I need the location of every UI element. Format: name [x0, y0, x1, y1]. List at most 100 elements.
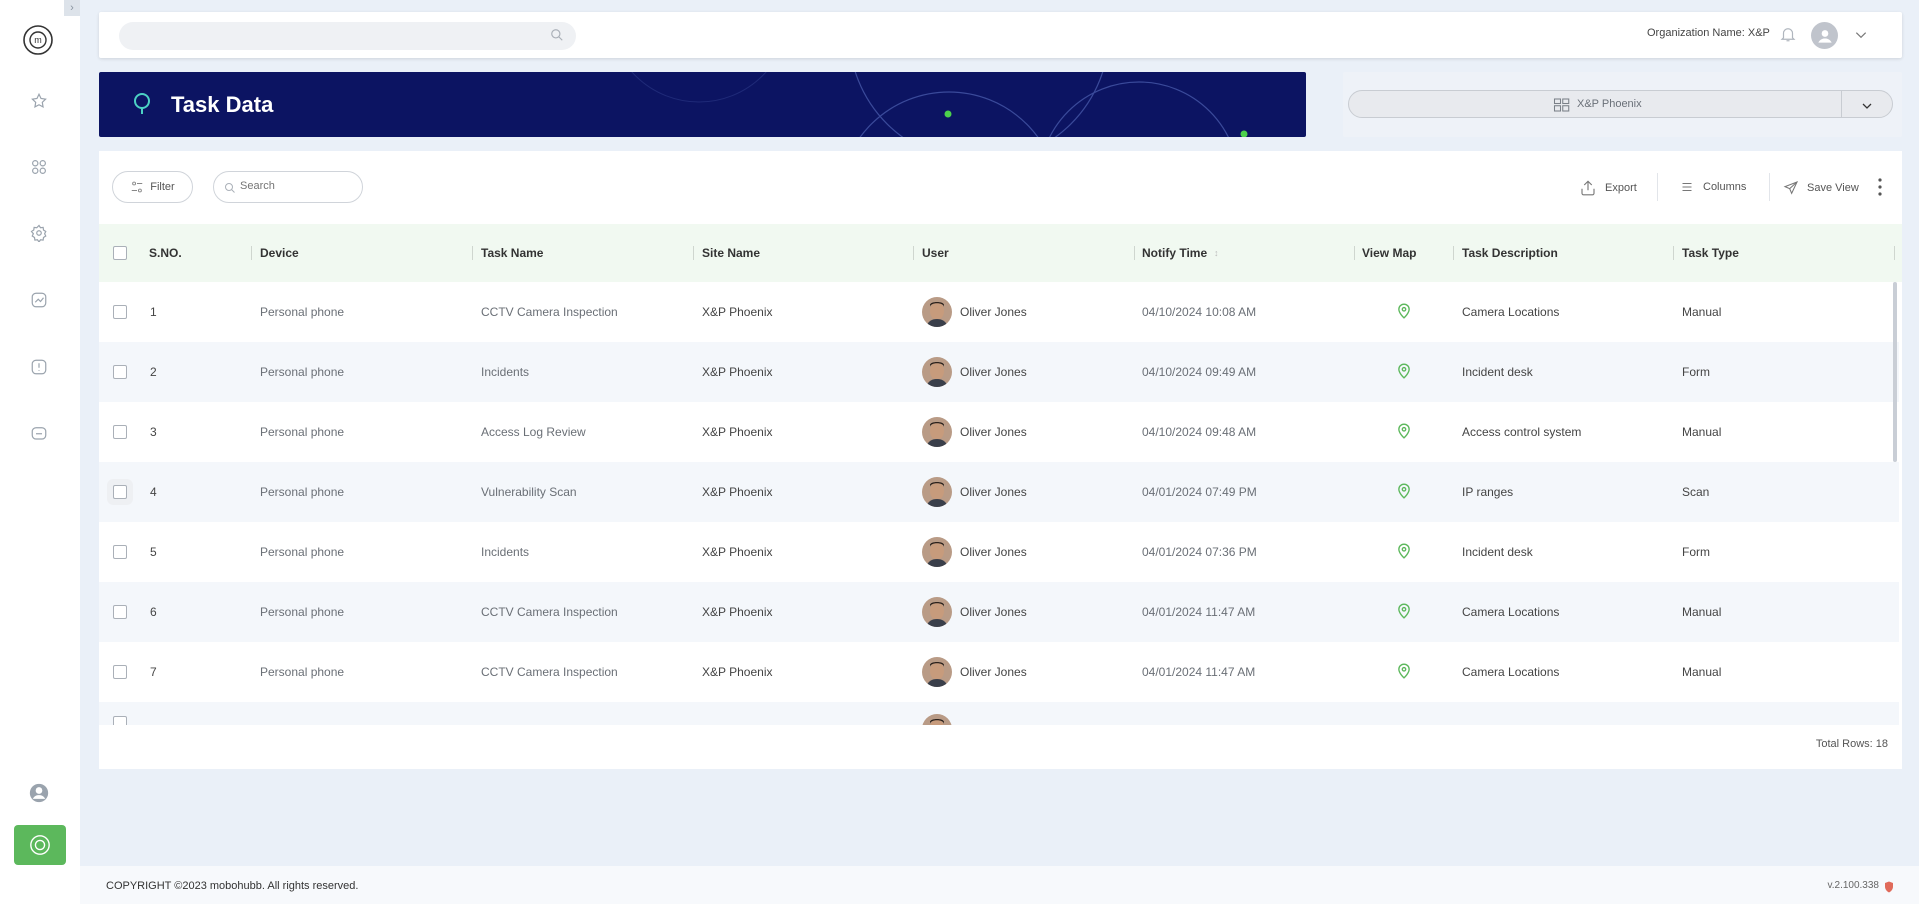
cell-task-type: Manual	[1682, 665, 1722, 679]
cell-task-description: Camera Locations	[1462, 605, 1560, 619]
filter-label: Filter	[150, 181, 175, 193]
cell-task-type: Manual	[1682, 605, 1722, 619]
table-body: 1 Personal phone CCTV Camera Inspection …	[99, 282, 1902, 725]
table-row[interactable]: 3 Personal phone Access Log Review X&P P…	[99, 402, 1899, 462]
location-pin-icon	[132, 92, 152, 121]
table-row[interactable]: 4 Personal phone Vulnerability Scan X&P …	[99, 462, 1899, 522]
cell-device: Personal phone	[260, 605, 345, 619]
row-checkbox[interactable]	[113, 485, 127, 499]
row-checkbox[interactable]	[113, 716, 127, 725]
map-pin-icon[interactable]	[1397, 303, 1411, 324]
map-pin-icon[interactable]	[1397, 603, 1411, 624]
table-search-input[interactable]	[240, 180, 350, 192]
table-row-partial[interactable]	[99, 702, 1899, 725]
cell-site-name: X&P Phoenix	[702, 365, 773, 379]
table-row[interactable]: 2 Personal phone Incidents X&P Phoenix O…	[99, 342, 1899, 402]
search-icon	[224, 181, 236, 199]
column-header-site-name[interactable]: Site Name	[702, 246, 761, 260]
brand-button[interactable]	[14, 825, 66, 865]
column-resizer[interactable]	[1134, 246, 1135, 260]
table-row[interactable]: 5 Personal phone Incidents X&P Phoenix O…	[99, 522, 1899, 582]
column-resizer[interactable]	[1354, 246, 1355, 260]
profile-avatar[interactable]	[1811, 22, 1838, 49]
more-options-icon[interactable]	[1878, 178, 1882, 196]
columns-label: Columns	[1703, 181, 1747, 193]
cell-task-name: CCTV Camera Inspection	[481, 305, 618, 319]
save-view-button[interactable]: Save View	[1783, 180, 1859, 196]
cell-task-type: Manual	[1682, 425, 1722, 439]
alert-icon[interactable]	[28, 356, 50, 378]
cell-task-type: Form	[1682, 365, 1710, 379]
star-icon[interactable]	[28, 90, 50, 112]
user-icon[interactable]	[28, 782, 50, 804]
export-button[interactable]: Export	[1579, 179, 1637, 197]
columns-icon	[1682, 183, 1692, 191]
column-header-view-map[interactable]: View Map	[1362, 246, 1417, 260]
cell-user: Oliver Jones	[960, 305, 1027, 319]
map-pin-icon[interactable]	[1397, 483, 1411, 504]
map-pin-icon[interactable]	[1397, 663, 1411, 684]
filter-button[interactable]: Filter	[112, 171, 193, 203]
cell-user: Oliver Jones	[960, 425, 1027, 439]
row-checkbox[interactable]	[113, 425, 127, 439]
column-resizer[interactable]	[251, 246, 252, 260]
column-header-device[interactable]: Device	[260, 246, 299, 260]
site-select[interactable]: X&P Phoenix	[1348, 90, 1893, 118]
table-row[interactable]: 6 Personal phone CCTV Camera Inspection …	[99, 582, 1899, 642]
sort-arrow-icon[interactable]: ↕	[1214, 248, 1219, 258]
column-header-user[interactable]: User	[922, 246, 949, 260]
column-resizer[interactable]	[693, 246, 694, 260]
page-header-banner: Task Data	[99, 72, 1306, 137]
column-resizer[interactable]	[1894, 246, 1895, 260]
column-header-task-description[interactable]: Task Description	[1462, 246, 1558, 260]
cell-task-description: IP ranges	[1462, 485, 1514, 499]
gear-icon[interactable]	[28, 222, 50, 244]
sidebar-expand-button[interactable]: ›	[64, 0, 80, 16]
copyright-text: COPYRIGHT ©2023 mobohubb. All rights res…	[106, 880, 359, 892]
chevron-down-icon[interactable]	[1854, 28, 1868, 47]
grid-icon[interactable]	[28, 156, 50, 178]
app-logo[interactable]: m	[22, 24, 54, 56]
cell-task-name: Access Log Review	[481, 425, 586, 439]
avatar	[922, 657, 952, 687]
table-scrollbar[interactable]	[1893, 282, 1897, 462]
chart-icon[interactable]	[28, 289, 50, 311]
cell-user: Oliver Jones	[960, 665, 1027, 679]
column-resizer[interactable]	[913, 246, 914, 260]
table-row[interactable]: 1 Personal phone CCTV Camera Inspection …	[99, 282, 1899, 342]
column-header-notify-time[interactable]: Notify Time	[1142, 246, 1208, 260]
avatar	[922, 714, 952, 725]
avatar	[922, 297, 952, 327]
map-pin-icon[interactable]	[1397, 543, 1411, 564]
organization-name: Organization Name: X&P	[1647, 27, 1770, 39]
cell-device: Personal phone	[260, 485, 345, 499]
cell-site-name: X&P Phoenix	[702, 305, 773, 319]
table-row[interactable]: 7 Personal phone CCTV Camera Inspection …	[99, 642, 1899, 702]
row-checkbox[interactable]	[113, 605, 127, 619]
cell-site-name: X&P Phoenix	[702, 665, 773, 679]
global-search-input[interactable]	[119, 22, 576, 50]
chevron-down-icon[interactable]	[1861, 99, 1873, 117]
column-header-task-name[interactable]: Task Name	[481, 246, 544, 260]
columns-button[interactable]: Columns	[1681, 181, 1746, 193]
map-pin-icon[interactable]	[1397, 423, 1411, 444]
column-resizer[interactable]	[1673, 246, 1674, 260]
export-icon	[1581, 180, 1595, 196]
folder-icon[interactable]	[28, 422, 50, 444]
row-checkbox[interactable]	[113, 665, 127, 679]
column-header-sno[interactable]: S.NO.	[149, 246, 182, 260]
column-resizer[interactable]	[472, 246, 473, 260]
row-checkbox[interactable]	[113, 305, 127, 319]
table-header: S.NO. Device Task Name Site Name User No…	[99, 224, 1902, 282]
site-select-value: X&P Phoenix	[1577, 98, 1642, 110]
bell-icon[interactable]	[1779, 25, 1797, 48]
select-all-checkbox[interactable]	[113, 246, 127, 260]
column-header-task-type[interactable]: Task Type	[1682, 246, 1739, 260]
map-pin-icon[interactable]	[1397, 363, 1411, 384]
row-checkbox[interactable]	[113, 365, 127, 379]
cell-task-name: CCTV Camera Inspection	[481, 665, 618, 679]
table-search-box[interactable]	[213, 171, 363, 203]
row-checkbox[interactable]	[113, 545, 127, 559]
top-bar: Organization Name: X&P	[99, 12, 1902, 58]
column-resizer[interactable]	[1453, 246, 1454, 260]
